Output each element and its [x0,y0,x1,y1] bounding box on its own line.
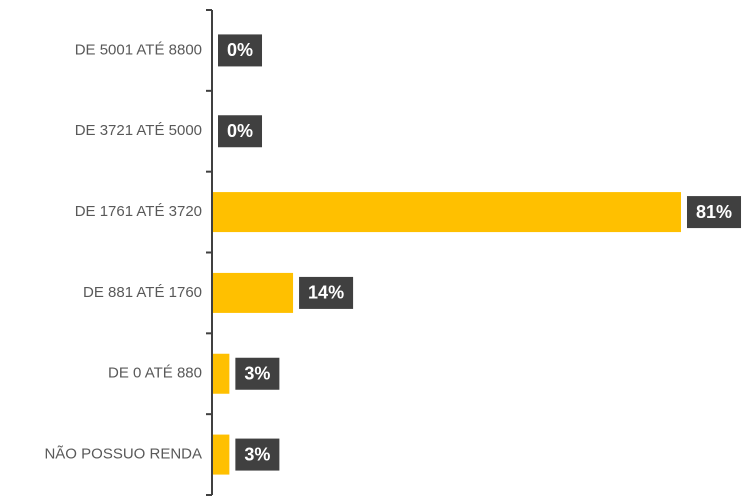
category-label: DE 0 ATÉ 880 [108,365,202,382]
value-label: 81% [696,202,732,222]
value-label-box [218,115,263,148]
bar [212,353,230,394]
value-label: 3% [244,444,270,464]
category-label: DE 1761 ATÉ 3720 [75,203,202,220]
category-label: DE 5001 ATÉ 8800 [75,41,202,58]
value-label-box [235,357,280,390]
value-label-box [235,438,280,471]
value-label: 0% [227,121,253,141]
bar [212,272,294,313]
category-label: DE 3721 ATÉ 5000 [75,122,202,139]
category-label: NÃO POSSUO RENDA [44,446,202,463]
value-label-box [218,34,263,67]
bar [212,192,681,233]
bar [212,434,230,475]
value-label-box [686,196,742,229]
value-label: 3% [244,364,270,384]
value-label: 0% [227,40,253,60]
category-label: DE 881 ATÉ 1760 [83,284,202,301]
value-label-box [299,276,354,309]
value-label: 14% [308,283,344,303]
